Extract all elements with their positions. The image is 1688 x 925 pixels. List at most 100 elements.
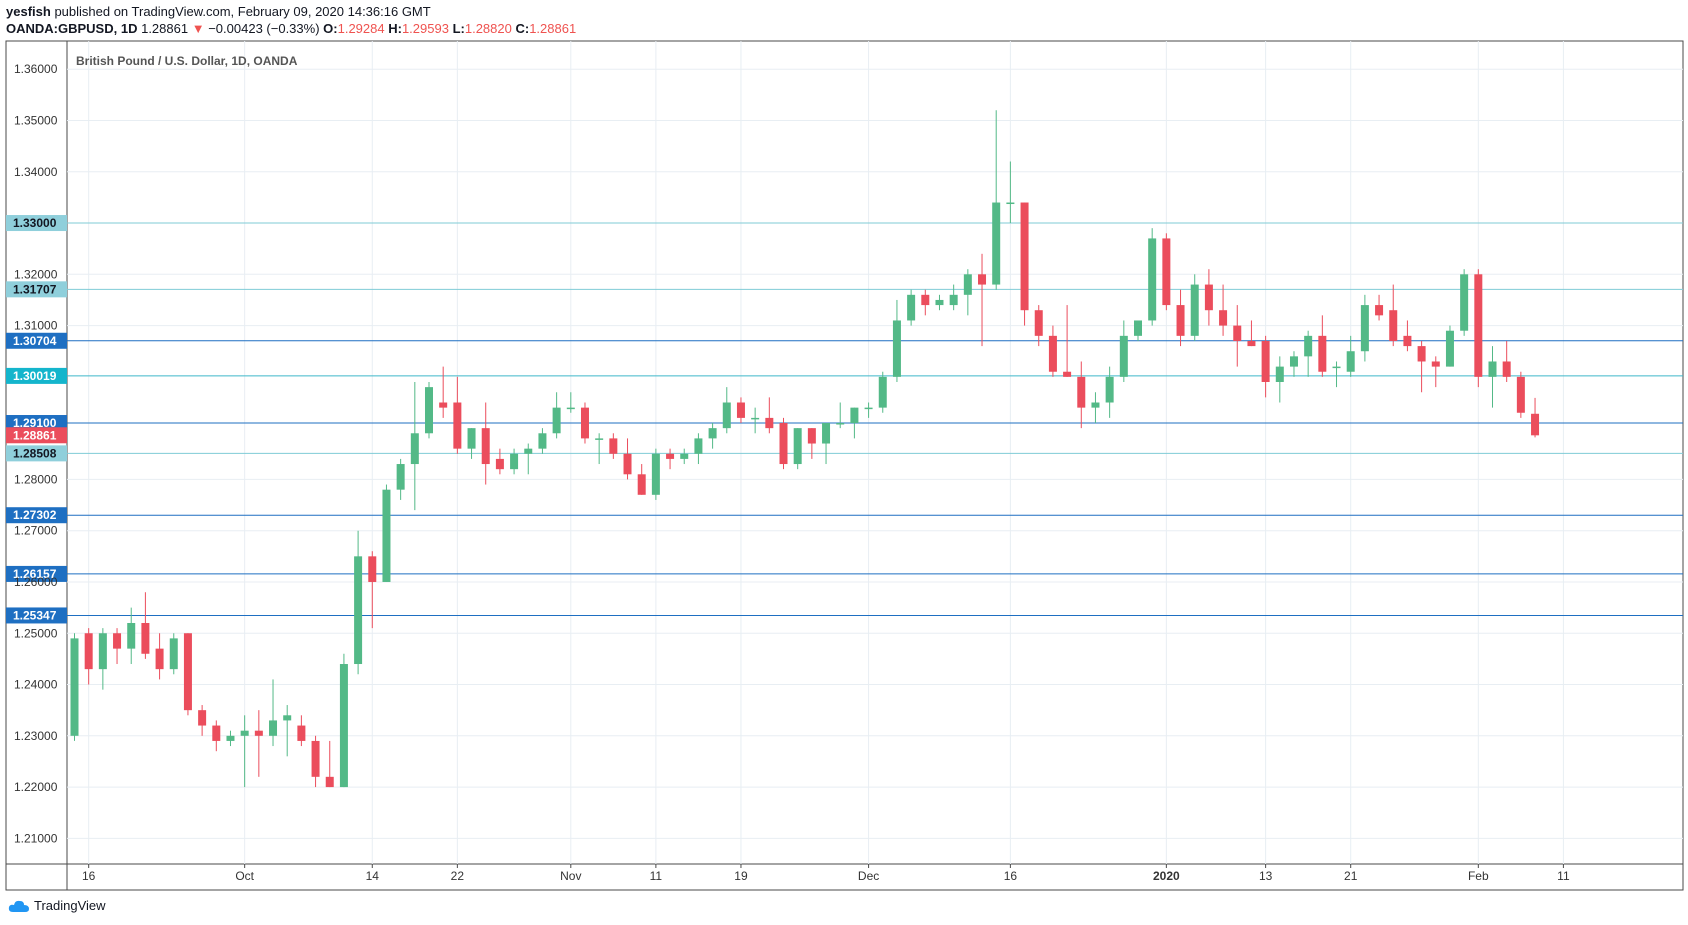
candle-70[interactable] <box>1063 305 1072 377</box>
candle-83[interactable] <box>1247 320 1256 347</box>
candle-62[interactable] <box>949 284 958 311</box>
candle-81[interactable] <box>1219 284 1228 336</box>
candle-40[interactable] <box>637 464 646 495</box>
candle-82[interactable] <box>1233 305 1242 367</box>
candle-98[interactable] <box>1460 269 1469 336</box>
candle-101[interactable] <box>1502 340 1511 382</box>
candle-45[interactable] <box>708 423 717 449</box>
candle-42[interactable] <box>666 448 675 470</box>
candle-21[interactable] <box>368 551 377 629</box>
candle-84[interactable] <box>1261 335 1270 398</box>
candle-64[interactable] <box>978 253 987 347</box>
candle-52[interactable] <box>807 428 816 459</box>
candle-73[interactable] <box>1105 366 1114 418</box>
candle-28[interactable] <box>467 428 476 459</box>
candle-36[interactable] <box>580 402 589 444</box>
candle-39[interactable] <box>623 438 632 480</box>
candle-26[interactable] <box>439 366 448 418</box>
candle-51[interactable] <box>793 428 802 470</box>
candle-100[interactable] <box>1488 346 1497 408</box>
candle-49[interactable] <box>765 397 774 434</box>
candle-37[interactable] <box>595 433 604 465</box>
candle-50[interactable] <box>779 417 788 470</box>
candle-33[interactable] <box>538 428 547 454</box>
candle-65[interactable] <box>992 110 1001 290</box>
candle-97[interactable] <box>1445 325 1454 367</box>
candle-7[interactable] <box>169 633 178 675</box>
candle-60[interactable] <box>921 289 930 316</box>
candle-93[interactable] <box>1389 284 1398 347</box>
candle-79[interactable] <box>1190 274 1199 341</box>
candle-11[interactable] <box>226 730 235 747</box>
candle-20[interactable] <box>354 530 363 675</box>
candle-103[interactable] <box>1531 397 1540 438</box>
candle-74[interactable] <box>1119 320 1128 382</box>
candle-41[interactable] <box>651 448 660 500</box>
candle-88[interactable] <box>1318 315 1327 377</box>
candle-10[interactable] <box>212 720 221 752</box>
candle-34[interactable] <box>552 392 561 439</box>
candle-12[interactable] <box>240 715 249 788</box>
candle-9[interactable] <box>198 705 207 736</box>
candle-61[interactable] <box>935 294 944 311</box>
candle-17[interactable] <box>311 735 320 788</box>
author-name[interactable]: yesfish <box>6 4 51 19</box>
candle-86[interactable] <box>1289 351 1298 377</box>
candle-30[interactable] <box>495 448 504 475</box>
candle-4[interactable] <box>127 607 136 665</box>
candle-63[interactable] <box>963 269 972 316</box>
candle-89[interactable] <box>1332 361 1341 388</box>
candle-15[interactable] <box>283 705 292 757</box>
candle-90[interactable] <box>1346 335 1355 377</box>
candle-56[interactable] <box>864 402 873 418</box>
candle-0[interactable] <box>70 633 79 741</box>
candlestick-chart[interactable]: 1.330001.317071.307041.300191.291001.288… <box>0 0 1688 895</box>
candle-94[interactable] <box>1403 320 1412 352</box>
candle-75[interactable] <box>1134 320 1142 341</box>
candle-22[interactable] <box>382 484 391 582</box>
candle-102[interactable] <box>1516 371 1525 418</box>
candle-48[interactable] <box>751 407 760 434</box>
candle-69[interactable] <box>1048 325 1057 377</box>
candle-5[interactable] <box>141 592 150 659</box>
candle-24[interactable] <box>410 381 419 511</box>
candle-6[interactable] <box>155 633 164 680</box>
candle-14[interactable] <box>269 679 278 747</box>
candle-96[interactable] <box>1431 356 1440 388</box>
candle-27[interactable] <box>453 376 462 454</box>
candle-44[interactable] <box>694 433 703 465</box>
candle-57[interactable] <box>878 371 887 413</box>
candle-68[interactable] <box>1034 305 1043 347</box>
candle-99[interactable] <box>1474 269 1483 388</box>
candle-8[interactable] <box>183 633 192 716</box>
candle-77[interactable] <box>1162 233 1171 311</box>
candle-95[interactable] <box>1417 340 1426 393</box>
candle-78[interactable] <box>1176 289 1185 347</box>
candle-13[interactable] <box>254 710 263 777</box>
candle-2[interactable] <box>98 628 107 690</box>
candle-23[interactable] <box>396 458 405 500</box>
candle-25[interactable] <box>425 381 433 439</box>
candle-80[interactable] <box>1204 269 1213 326</box>
candle-54[interactable] <box>836 402 845 429</box>
candle-46[interactable] <box>722 387 731 434</box>
candle-66[interactable] <box>1006 161 1015 224</box>
candle-29[interactable] <box>481 402 490 485</box>
candle-92[interactable] <box>1375 294 1384 321</box>
candle-16[interactable] <box>297 715 306 747</box>
candle-3[interactable] <box>113 628 122 665</box>
candle-53[interactable] <box>822 423 831 465</box>
candle-38[interactable] <box>609 433 618 459</box>
candle-32[interactable] <box>524 443 533 475</box>
candle-72[interactable] <box>1091 392 1100 424</box>
candle-71[interactable] <box>1077 361 1086 429</box>
candle-58[interactable] <box>892 299 901 382</box>
candle-47[interactable] <box>736 397 745 424</box>
candle-85[interactable] <box>1275 356 1284 403</box>
candle-87[interactable] <box>1304 330 1313 377</box>
candle-35[interactable] <box>566 392 575 413</box>
candle-59[interactable] <box>907 289 916 326</box>
candle-76[interactable] <box>1148 228 1157 326</box>
candle-31[interactable] <box>510 448 519 475</box>
candle-19[interactable] <box>339 653 348 788</box>
